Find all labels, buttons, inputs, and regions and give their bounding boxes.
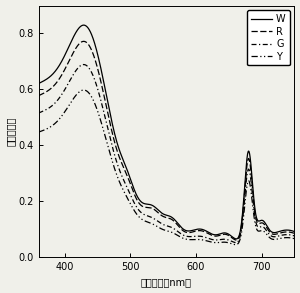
R <box>237 236 240 240</box>
W <box>213 233 216 236</box>
G <box>237 239 240 242</box>
R <box>140 205 144 208</box>
Line: Y: Y <box>39 90 294 245</box>
R <box>63 68 67 71</box>
R <box>213 234 216 238</box>
Y <box>242 218 245 222</box>
Y <box>292 237 296 241</box>
G <box>150 216 153 219</box>
Y <box>140 218 144 221</box>
R <box>37 94 40 98</box>
W <box>37 82 40 85</box>
W <box>140 201 144 205</box>
G <box>82 63 85 66</box>
Y <box>150 222 153 225</box>
G <box>213 238 216 242</box>
W <box>237 235 240 239</box>
G <box>242 212 245 216</box>
X-axis label: 波　長　（nm）: 波 長 （nm） <box>141 277 192 287</box>
Y <box>237 241 240 245</box>
Line: G: G <box>39 64 294 243</box>
G <box>234 241 238 244</box>
Y <box>234 243 238 246</box>
W <box>63 54 67 57</box>
W <box>150 203 153 207</box>
Y <box>213 241 216 244</box>
Line: W: W <box>39 25 294 239</box>
Legend: W, R, G, Y: W, R, G, Y <box>247 11 290 66</box>
R <box>82 40 85 43</box>
W <box>292 230 296 233</box>
Y <box>63 110 67 114</box>
Y-axis label: 吸　光　度: 吸 光 度 <box>6 117 16 146</box>
R <box>292 231 296 235</box>
G <box>63 88 67 91</box>
W <box>242 204 245 207</box>
G <box>37 111 40 115</box>
R <box>242 207 245 211</box>
W <box>82 23 85 27</box>
Y <box>37 130 40 134</box>
W <box>235 237 238 241</box>
Line: R: R <box>39 41 294 240</box>
G <box>140 212 144 215</box>
G <box>292 234 296 238</box>
Y <box>82 88 85 92</box>
R <box>235 238 238 242</box>
R <box>150 206 153 210</box>
